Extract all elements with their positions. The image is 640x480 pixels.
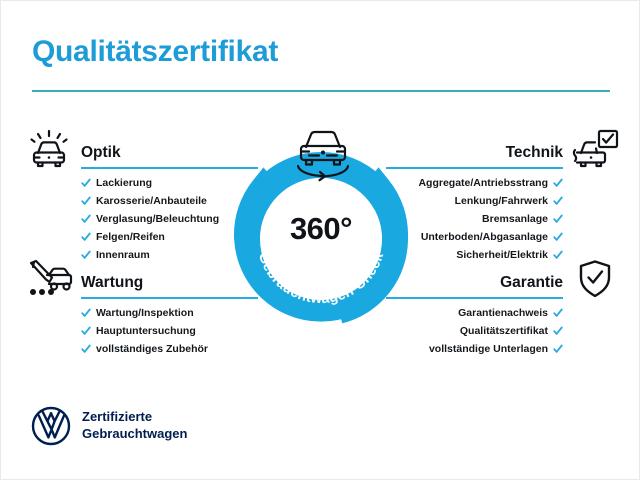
footer-brand: Zertifizierte Gebrauchtwagen — [31, 406, 187, 446]
check-icon — [81, 178, 91, 188]
list-item: Lackierung — [81, 178, 258, 189]
list-item-label: Garantienachweis — [458, 307, 548, 319]
technik-check-list: Aggregate/Antriebsstrang Lenkung/Fahrwer… — [386, 178, 621, 261]
check-icon — [81, 344, 91, 354]
list-item: Qualitätszertifikat — [386, 326, 563, 337]
page-title: Qualitätszertifikat — [32, 35, 279, 68]
list-item-label: Karosserie/Anbauteile — [96, 195, 207, 207]
check-icon — [553, 214, 563, 224]
list-item-label: Bremsanlage — [482, 213, 548, 225]
list-item: Sicherheit/Elektrik — [386, 250, 563, 261]
check-icon — [81, 308, 91, 318]
wartung-check-list: Wartung/Inspektion Hauptuntersuchung vol… — [23, 308, 258, 355]
list-item: Felgen/Reifen — [81, 232, 258, 243]
footer-line-2: Gebrauchtwagen — [82, 426, 188, 441]
service-pen-car-icon — [25, 259, 73, 299]
section-technik: Technik Aggregate/Antriebsstrang Lenkung… — [386, 129, 621, 268]
car-rotate-icon — [284, 125, 362, 187]
section-wartung: Wartung Wartung/Inspektion Hauptuntersuc… — [23, 259, 258, 362]
check-icon — [553, 250, 563, 260]
section-optik-divider — [81, 167, 258, 169]
list-item: vollständige Unterlagen — [386, 344, 563, 355]
list-item-label: Verglasung/Beleuchtung — [96, 213, 220, 225]
section-optik-header: Optik — [23, 129, 258, 171]
header-divider — [32, 90, 610, 92]
list-item-label: Hauptuntersuchung — [96, 325, 196, 337]
car-checkbox-icon — [571, 129, 619, 169]
list-item-label: Aggregate/Antriebsstrang — [418, 177, 548, 189]
list-item: Karosserie/Anbauteile — [81, 196, 258, 207]
section-technik-header: Technik — [386, 129, 621, 171]
badge-360-label: 360° — [289, 211, 353, 246]
list-item-label: Qualitätszertifikat — [459, 325, 548, 337]
garantie-check-list: Garantienachweis Qualitätszertifikat vol… — [386, 308, 621, 355]
list-item-label: Felgen/Reifen — [96, 231, 165, 243]
section-garantie: Garantie Garantienachweis Qualitätszerti… — [386, 259, 621, 362]
check-icon — [553, 344, 563, 354]
list-item: Lenkung/Fahrwerk — [386, 196, 563, 207]
shield-check-icon — [571, 259, 619, 299]
check-icon — [81, 250, 91, 260]
check-icon — [553, 196, 563, 206]
car-headlights-icon — [25, 129, 73, 169]
check-icon — [81, 214, 91, 224]
section-wartung-header: Wartung — [23, 259, 258, 301]
list-item: Innenraum — [81, 250, 258, 261]
section-wartung-title: Wartung — [81, 274, 144, 291]
list-item: vollständiges Zubehör — [81, 344, 258, 355]
list-item-label: Unterboden/Abgasanlage — [420, 231, 548, 243]
list-item: Wartung/Inspektion — [81, 308, 258, 319]
footer-line-1: Zertifizierte — [82, 409, 153, 425]
section-technik-divider — [386, 167, 563, 169]
check-icon — [553, 326, 563, 336]
section-garantie-title: Garantie — [500, 274, 563, 291]
list-item: Bremsanlage — [386, 214, 563, 225]
check-icon — [81, 196, 91, 206]
list-item: Aggregate/Antriebsstrang — [386, 178, 563, 189]
list-item-label: Innenraum — [96, 249, 150, 261]
list-item-label: Lackierung — [96, 177, 153, 189]
list-item-label: Lenkung/Fahrwerk — [454, 195, 548, 207]
list-item: Verglasung/Beleuchtung — [81, 214, 258, 225]
check-icon — [81, 232, 91, 242]
list-item: Garantienachweis — [386, 308, 563, 319]
list-item-label: Sicherheit/Elektrik — [456, 249, 548, 261]
section-garantie-divider — [386, 297, 563, 299]
list-item-label: Wartung/Inspektion — [96, 307, 194, 319]
check-icon — [81, 326, 91, 336]
section-technik-title: Technik — [505, 144, 563, 161]
section-wartung-divider — [81, 297, 258, 299]
section-optik: Optik Lackierung Karosserie/Anbauteile V… — [23, 129, 258, 268]
list-item: Hauptuntersuchung — [81, 326, 258, 337]
vw-logo — [31, 406, 71, 446]
check-icon — [553, 178, 563, 188]
footer-brand-text: Zertifizierte Gebrauchtwagen — [82, 409, 187, 442]
list-item-label: vollständiges Zubehör — [96, 343, 209, 355]
check-icon — [553, 232, 563, 242]
badge-360-ring: Gebrauchtwagen-Check 360° — [233, 151, 409, 327]
check-icon — [553, 308, 563, 318]
section-garantie-header: Garantie — [386, 259, 621, 301]
list-item: Unterboden/Abgasanlage — [386, 232, 563, 243]
optik-check-list: Lackierung Karosserie/Anbauteile Verglas… — [23, 178, 258, 261]
list-item-label: vollständige Unterlagen — [428, 343, 548, 355]
section-optik-title: Optik — [81, 144, 121, 161]
